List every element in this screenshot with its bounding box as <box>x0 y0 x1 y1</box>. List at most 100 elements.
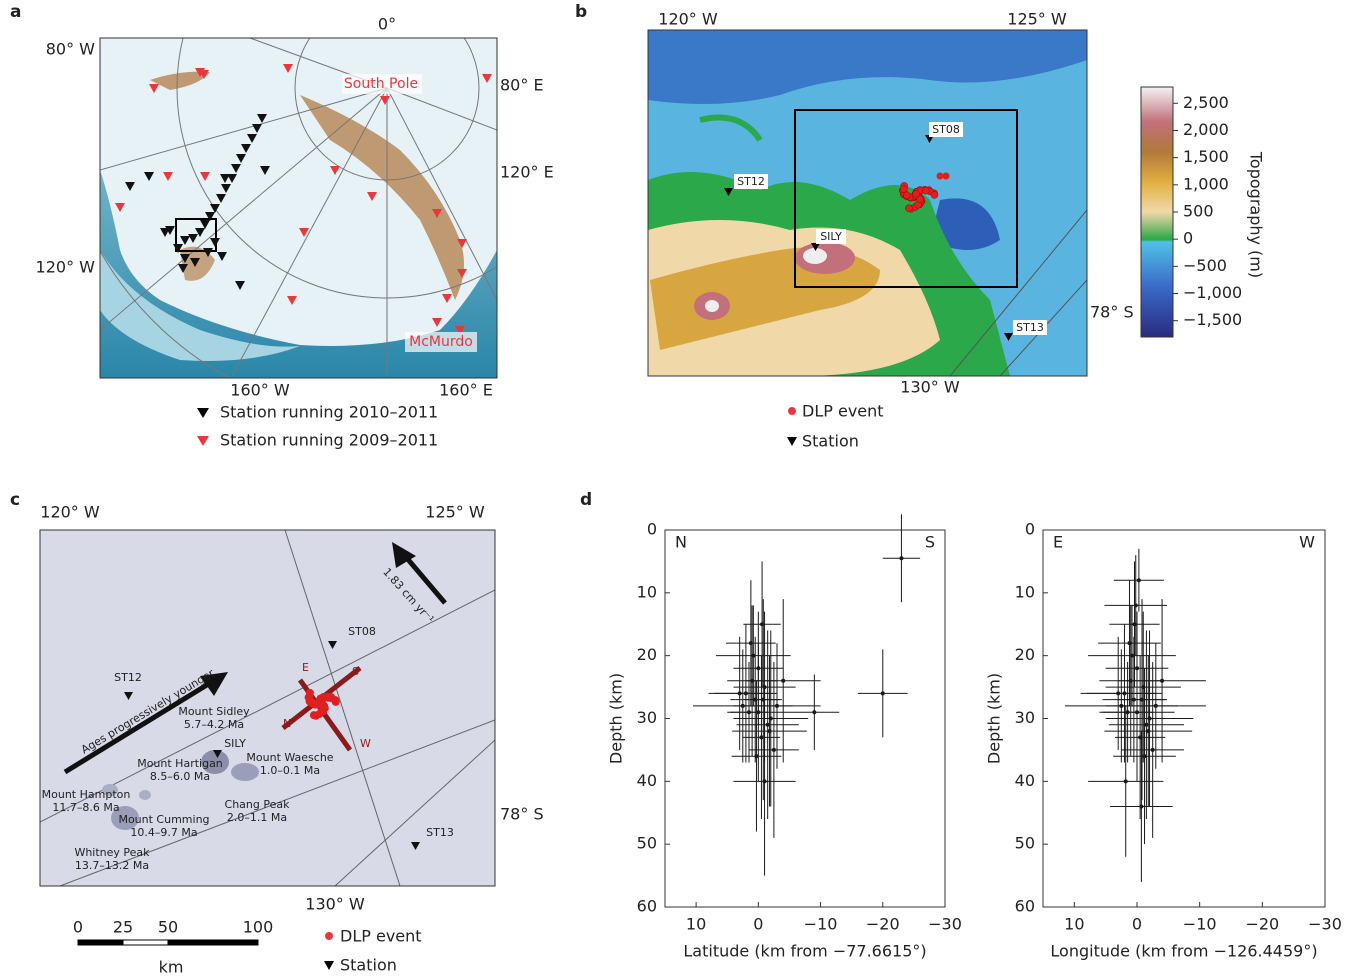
station-label: SILY <box>820 230 842 243</box>
y-tick-label: 0 <box>647 520 657 539</box>
y-tick-label: 30 <box>1015 708 1035 727</box>
station-marker <box>199 70 209 79</box>
station-marker <box>188 234 198 243</box>
grid-label: 125° W <box>425 503 485 522</box>
panel-label: a <box>10 2 21 22</box>
y-tick-label: 30 <box>637 708 657 727</box>
station-marker <box>457 239 467 248</box>
station-label: ST13 <box>1016 321 1044 334</box>
y-tick-label: 0 <box>1025 520 1035 539</box>
dlp-event <box>912 190 920 198</box>
station-label: ST12 <box>737 175 765 188</box>
place-label: McMurdo <box>409 334 473 350</box>
grid-label: 80° E <box>500 76 544 95</box>
station-marker <box>432 209 442 218</box>
map-a <box>100 38 497 378</box>
point <box>759 735 764 740</box>
scale-bar: 0 25 50 100 <box>73 918 273 946</box>
grid-label: 125° W <box>1007 10 1067 29</box>
dlp-events <box>304 688 340 720</box>
volcano-name: Mount Cumming <box>118 813 209 826</box>
colorbar-tick-label: 1,500 <box>1183 147 1229 166</box>
cross-label: S <box>352 665 359 678</box>
station-marker <box>227 174 237 183</box>
y-tick-label: 40 <box>1015 771 1035 790</box>
grid-label: 120° W <box>36 258 96 277</box>
point <box>1123 779 1128 784</box>
point <box>1139 804 1144 809</box>
station-marker <box>205 212 215 221</box>
volcano-age: 5.7–4.2 Ma <box>184 718 244 731</box>
y-tick-label: 20 <box>637 645 657 664</box>
x-tick-label: −10 <box>1183 915 1217 934</box>
point <box>737 691 742 696</box>
place-label: South Pole <box>344 76 418 92</box>
x-axis-label: Longitude (km from −126.4459°) <box>1050 942 1317 961</box>
dlp-event <box>942 172 950 180</box>
scatter-chart: 10 0 −10 −20 −30 0 10 20 30 40 50 60 Latitude (km fr… <box>607 514 962 961</box>
volcano-name: Mount Hartigan <box>137 757 223 770</box>
scatter-chart: 10 0 −10 −20 −30 0 10 20 30 40 50 60 Longitude (km f… <box>985 520 1342 961</box>
dlp-event <box>331 697 340 706</box>
x-tick-label: −10 <box>804 915 838 934</box>
point <box>751 653 756 658</box>
point <box>762 779 767 784</box>
map-frame <box>647 29 1088 377</box>
dlp-event <box>930 191 939 199</box>
y-axis-label: Depth (km) <box>607 673 626 764</box>
scale-bar-segment <box>168 940 258 945</box>
colorbar <box>1140 86 1174 338</box>
annotation: S <box>925 533 935 552</box>
y-tick-label: 40 <box>637 771 657 790</box>
station-marker <box>380 96 390 105</box>
station-marker <box>180 236 190 245</box>
station-marker <box>220 174 230 183</box>
station-marker <box>432 318 442 327</box>
x-tick-label: 0 <box>1132 915 1142 934</box>
station-label: ST08 <box>932 123 960 136</box>
point <box>1142 754 1147 759</box>
volcano-age: 13.7–13.2 Ma <box>75 859 149 872</box>
station-marker <box>144 172 154 181</box>
dlp-event <box>305 692 314 701</box>
point <box>1136 578 1141 583</box>
station-marker <box>210 238 220 247</box>
dlp-event <box>903 191 911 200</box>
annotation: W <box>1299 533 1315 552</box>
grid-label: 160° E <box>439 381 493 400</box>
station-marker <box>173 244 183 253</box>
x-tick-label: 10 <box>1064 915 1084 934</box>
station-marker <box>200 220 210 229</box>
x-tick-label: 10 <box>686 915 706 934</box>
point <box>765 722 770 727</box>
point <box>748 641 753 646</box>
point <box>880 691 885 696</box>
y-tick-label: 10 <box>1015 582 1035 601</box>
station-marker <box>260 166 270 175</box>
legend-label: Station <box>340 956 397 975</box>
dlp-event <box>916 195 924 204</box>
station-marker <box>442 294 452 303</box>
map-frame <box>39 529 496 887</box>
point <box>1140 697 1145 702</box>
map-frame <box>99 37 498 379</box>
point <box>740 703 745 708</box>
dlp-event <box>900 185 908 194</box>
grid-label: 120° W <box>40 503 100 522</box>
dlp-event <box>324 693 333 702</box>
volcano-name: Mount Sidley <box>178 705 250 718</box>
station-label: ST12 <box>114 671 142 684</box>
point <box>754 754 759 759</box>
colorbar-tick-label: 500 <box>1183 202 1214 221</box>
colorbar-tick-label: 2,500 <box>1183 93 1229 112</box>
x-axis-label: Latitude (km from −77.6615°) <box>683 942 926 961</box>
station-marker <box>163 172 173 181</box>
point <box>1160 678 1165 683</box>
grid-label: 0° <box>378 15 396 34</box>
colorbar-tick-label: 2,000 <box>1183 120 1229 139</box>
station-marker <box>287 296 297 305</box>
station-marker <box>115 203 125 212</box>
station-marker <box>241 144 251 153</box>
colorbar-tick-label: 0 <box>1183 229 1193 248</box>
